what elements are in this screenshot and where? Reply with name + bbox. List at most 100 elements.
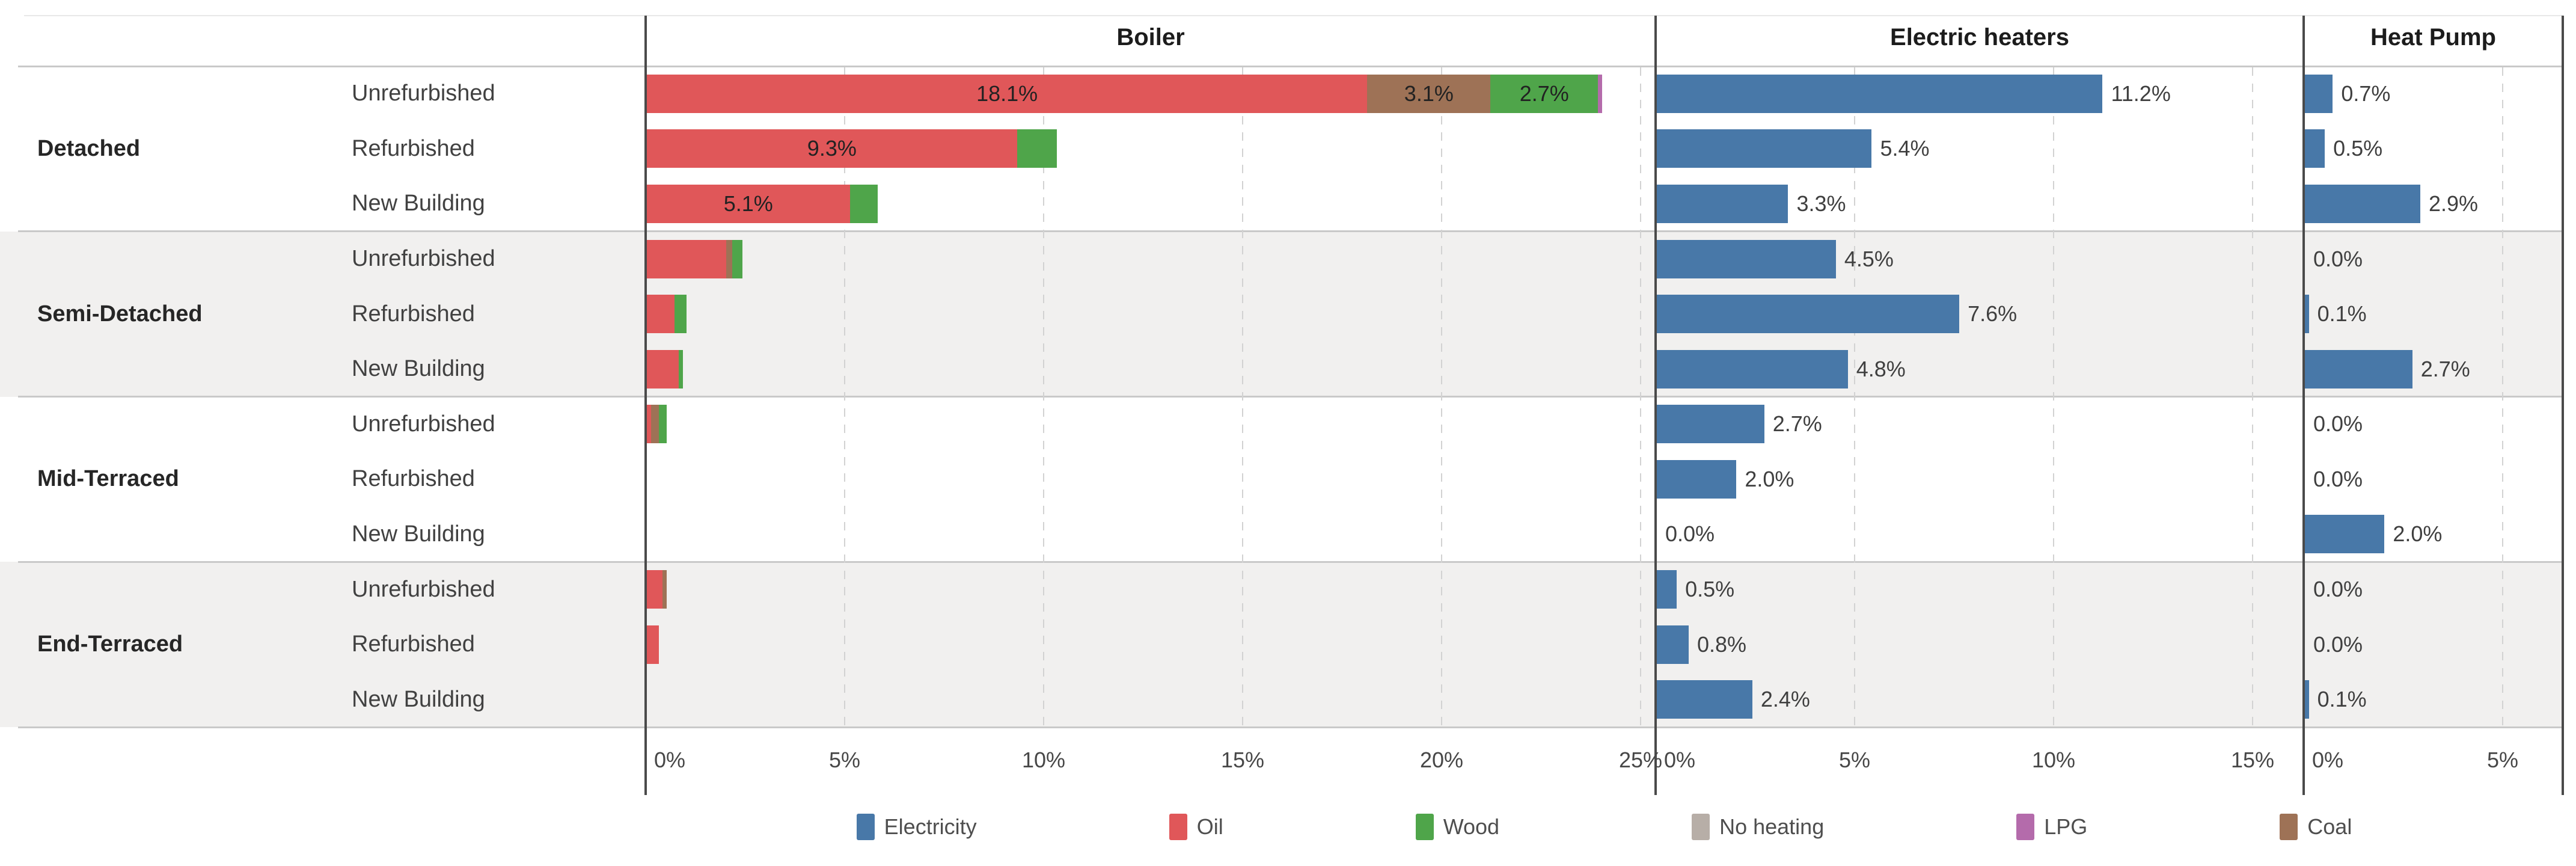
bar-value-label: 2.0% bbox=[2393, 521, 2443, 547]
bar-electricity[interactable] bbox=[1657, 295, 1960, 334]
bar-electricity[interactable] bbox=[1657, 129, 1872, 168]
bar-segment-wood[interactable] bbox=[1017, 129, 1057, 168]
bar-segment-wood[interactable] bbox=[658, 405, 667, 444]
bar-segment-oil[interactable] bbox=[647, 295, 675, 334]
bar-value-label: 11.2% bbox=[2111, 81, 2171, 106]
bar-segment-wood[interactable] bbox=[678, 349, 683, 388]
bar-segment-wood[interactable] bbox=[732, 239, 742, 278]
bar-segment-oil[interactable] bbox=[647, 405, 651, 444]
legend-item-coal[interactable]: Coal bbox=[2280, 814, 2352, 840]
group-label: Mid-Terraced bbox=[37, 466, 179, 492]
legend-item-electricity[interactable]: Electricity bbox=[856, 814, 977, 840]
bar-row-electric: 7.6% bbox=[1657, 295, 2018, 334]
chart-right-border bbox=[2562, 16, 2564, 795]
bar-electricity[interactable] bbox=[1657, 680, 1752, 719]
bar-row-electric: 2.4% bbox=[1657, 680, 1810, 719]
grid-line bbox=[844, 67, 845, 726]
panel-axis-line bbox=[1654, 16, 1657, 795]
row-label: New Building bbox=[352, 686, 485, 712]
bar-row-heat_pump: 0.1% bbox=[2305, 295, 2367, 334]
bar-segment-oil[interactable]: 18.1% bbox=[647, 74, 1368, 113]
bar-row-electric: 4.8% bbox=[1657, 349, 1906, 388]
bar-segment-oil[interactable]: 9.3% bbox=[647, 129, 1017, 168]
group-band-background bbox=[0, 396, 2563, 562]
axis-tick-label: 15% bbox=[1220, 748, 1265, 772]
legend-item-wood[interactable]: Wood bbox=[1415, 814, 1499, 840]
axis-tick-label: 5% bbox=[828, 748, 861, 772]
boiler-bar-stack[interactable] bbox=[647, 405, 667, 444]
bar-electricity[interactable] bbox=[2305, 680, 2309, 719]
bar-value-label: 0.0% bbox=[2313, 246, 2363, 271]
band-separator-line bbox=[18, 396, 2563, 398]
bar-value-label: 3.3% bbox=[1796, 191, 1846, 216]
bar-segment-oil[interactable]: 5.1% bbox=[647, 184, 850, 223]
bar-segment-coal[interactable] bbox=[726, 239, 733, 278]
grid-line bbox=[1242, 67, 1243, 726]
bar-electricity[interactable] bbox=[2305, 515, 2385, 554]
bar-segment-oil[interactable] bbox=[647, 570, 663, 609]
bar-electricity[interactable] bbox=[1657, 570, 1677, 609]
bar-value-label: 4.5% bbox=[1844, 246, 1894, 271]
legend-item-no-heating[interactable]: No heating bbox=[1692, 814, 1824, 840]
bar-segment-wood[interactable] bbox=[849, 184, 878, 223]
bar-row-heat_pump: 2.0% bbox=[2305, 515, 2443, 554]
legend-label: Oil bbox=[1196, 814, 1223, 839]
bar-row-electric: 0.8% bbox=[1657, 625, 1746, 664]
bar-electricity[interactable] bbox=[2305, 129, 2325, 168]
band-separator-line bbox=[18, 726, 2563, 728]
grid-line bbox=[1441, 67, 1442, 726]
band-separator-line bbox=[18, 65, 2563, 67]
bar-segment-oil[interactable] bbox=[647, 625, 659, 664]
bar-value-label: 0.5% bbox=[2333, 136, 2383, 161]
bar-electricity[interactable] bbox=[1657, 184, 1788, 223]
legend-label: Coal bbox=[2307, 814, 2352, 839]
bar-segment-lpg[interactable] bbox=[1598, 74, 1602, 113]
bar-electricity[interactable] bbox=[1657, 625, 1689, 664]
row-label: New Building bbox=[352, 521, 485, 547]
row-label: New Building bbox=[352, 191, 485, 216]
bar-electricity[interactable] bbox=[2305, 349, 2412, 388]
bar-electricity[interactable] bbox=[2305, 295, 2309, 334]
bar-electricity[interactable] bbox=[2305, 74, 2333, 113]
boiler-bar-stack[interactable] bbox=[647, 239, 742, 278]
bar-electricity[interactable] bbox=[1657, 405, 1764, 444]
row-label: Unrefurbished bbox=[352, 411, 495, 437]
bar-segment-wood[interactable] bbox=[675, 295, 687, 334]
bar-row-heat_pump: 0.0% bbox=[2305, 240, 2363, 278]
bar-row-heat_pump: 0.0% bbox=[2305, 625, 2363, 664]
boiler-bar-stack[interactable]: 18.1% 3.1% 2.7% bbox=[647, 74, 1602, 113]
bar-segment-oil[interactable] bbox=[647, 239, 727, 278]
legend-item-oil[interactable]: Oil bbox=[1169, 814, 1223, 840]
bar-electricity[interactable] bbox=[2305, 184, 2420, 223]
bar-value-label: 9.3% bbox=[807, 136, 857, 161]
bar-segment-coal[interactable] bbox=[650, 405, 659, 444]
bar-electricity[interactable] bbox=[1657, 459, 1737, 499]
boiler-bar-stack[interactable] bbox=[647, 349, 683, 388]
panel-axis-line bbox=[2302, 16, 2305, 795]
axis-tick-label: 10% bbox=[1021, 748, 1066, 772]
group-band-background bbox=[0, 562, 2563, 727]
band-separator-line bbox=[18, 560, 2563, 563]
boiler-bar-stack[interactable] bbox=[647, 570, 667, 609]
bar-value-label: 7.6% bbox=[1968, 301, 2018, 327]
boiler-bar-stack[interactable] bbox=[647, 295, 687, 334]
bar-segment-coal[interactable]: 3.1% bbox=[1367, 74, 1491, 113]
legend-swatch-icon bbox=[1415, 814, 1434, 840]
bar-segment-oil[interactable] bbox=[647, 349, 679, 388]
legend-swatch-icon bbox=[1692, 814, 1710, 840]
bar-electricity[interactable] bbox=[1657, 239, 1836, 278]
axis-tick-label: 10% bbox=[2031, 748, 2076, 772]
bar-electricity[interactable] bbox=[1657, 74, 2103, 113]
bar-row-heat_pump: 0.0% bbox=[2305, 460, 2363, 499]
legend-item-lpg[interactable]: LPG bbox=[2016, 814, 2087, 840]
bar-electricity[interactable] bbox=[1657, 349, 1848, 388]
boiler-bar-stack[interactable]: 5.1% bbox=[647, 184, 878, 223]
legend: Electricity Oil Wood No heating LPG Coal bbox=[646, 800, 2563, 854]
bar-segment-coal[interactable] bbox=[662, 570, 667, 609]
boiler-bar-stack[interactable] bbox=[647, 625, 659, 664]
bar-segment-wood[interactable]: 2.7% bbox=[1490, 74, 1599, 113]
bar-row-heat_pump: 0.0% bbox=[2305, 570, 2363, 609]
chart-top-border bbox=[24, 15, 2563, 16]
grid-line bbox=[2252, 67, 2253, 726]
boiler-bar-stack[interactable]: 9.3% bbox=[647, 129, 1057, 168]
